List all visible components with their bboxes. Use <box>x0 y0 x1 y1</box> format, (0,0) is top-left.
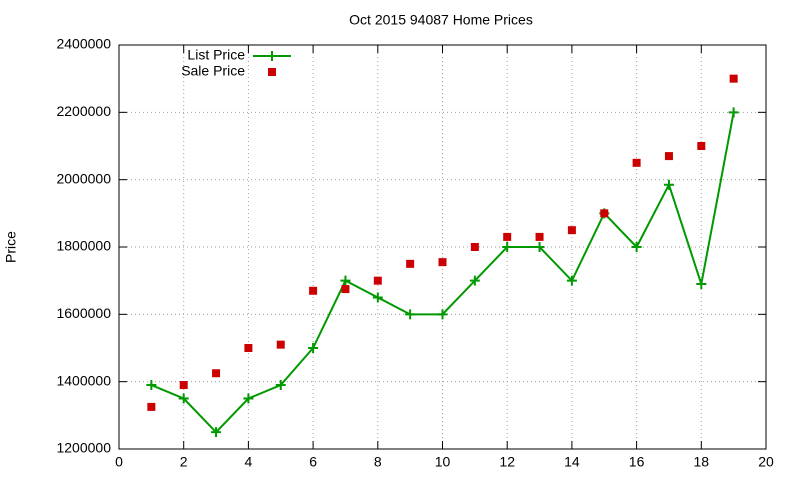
point <box>697 142 706 150</box>
x-tick-label: 6 <box>309 454 317 470</box>
point <box>372 292 383 303</box>
point <box>308 343 319 353</box>
point <box>438 258 447 267</box>
x-tick-label: 18 <box>694 454 710 470</box>
point <box>243 393 254 404</box>
legend-swatch <box>267 51 277 61</box>
point <box>405 309 416 320</box>
y-tick-label: 1600000 <box>56 305 111 321</box>
point <box>340 275 351 286</box>
point <box>275 380 286 391</box>
point <box>341 285 350 294</box>
point <box>534 242 545 252</box>
point <box>567 226 576 235</box>
x-tick-label: 8 <box>374 454 382 470</box>
point <box>663 179 674 190</box>
y-tick-label: 2200000 <box>56 103 111 119</box>
point <box>179 381 188 390</box>
point <box>566 275 577 286</box>
point <box>373 276 382 285</box>
point <box>244 344 253 352</box>
x-tick-label: 14 <box>564 454 580 470</box>
legend-label: Sale Price <box>181 63 245 79</box>
point <box>437 309 448 320</box>
point <box>502 242 513 252</box>
y-tick-label: 2000000 <box>56 170 111 186</box>
plot-frame <box>118 44 767 450</box>
legend-label: List Price <box>187 47 245 63</box>
point <box>600 209 609 218</box>
series-line <box>150 112 735 434</box>
point <box>469 275 480 286</box>
x-tick-label: 2 <box>180 454 188 470</box>
chart-title: Oct 2015 94087 Home Prices <box>349 12 533 28</box>
point <box>276 340 285 349</box>
point <box>535 232 544 241</box>
point <box>728 107 739 118</box>
point <box>664 152 673 161</box>
x-tick-label: 16 <box>629 454 645 470</box>
y-tick-label: 2400000 <box>56 36 111 52</box>
x-tick-label: 10 <box>435 454 451 470</box>
legend-swatch <box>268 68 276 76</box>
y-axis-label: Price <box>3 231 19 263</box>
point <box>146 380 157 391</box>
point <box>309 286 318 295</box>
x-tick-label: 20 <box>758 454 774 470</box>
y-tick-label: 1200000 <box>56 440 111 456</box>
y-tick-label: 1800000 <box>56 238 111 254</box>
point <box>211 427 222 438</box>
point <box>147 402 156 411</box>
y-tick-label: 1400000 <box>56 372 111 388</box>
point <box>631 242 642 252</box>
point <box>503 232 512 241</box>
point <box>406 259 415 268</box>
x-tick-label: 0 <box>115 454 123 470</box>
point <box>696 279 707 290</box>
point <box>212 369 221 378</box>
x-tick-label: 12 <box>499 454 515 470</box>
point <box>632 158 641 167</box>
x-tick-label: 4 <box>245 454 253 470</box>
point <box>729 74 738 83</box>
point <box>178 393 189 404</box>
point <box>470 243 479 251</box>
